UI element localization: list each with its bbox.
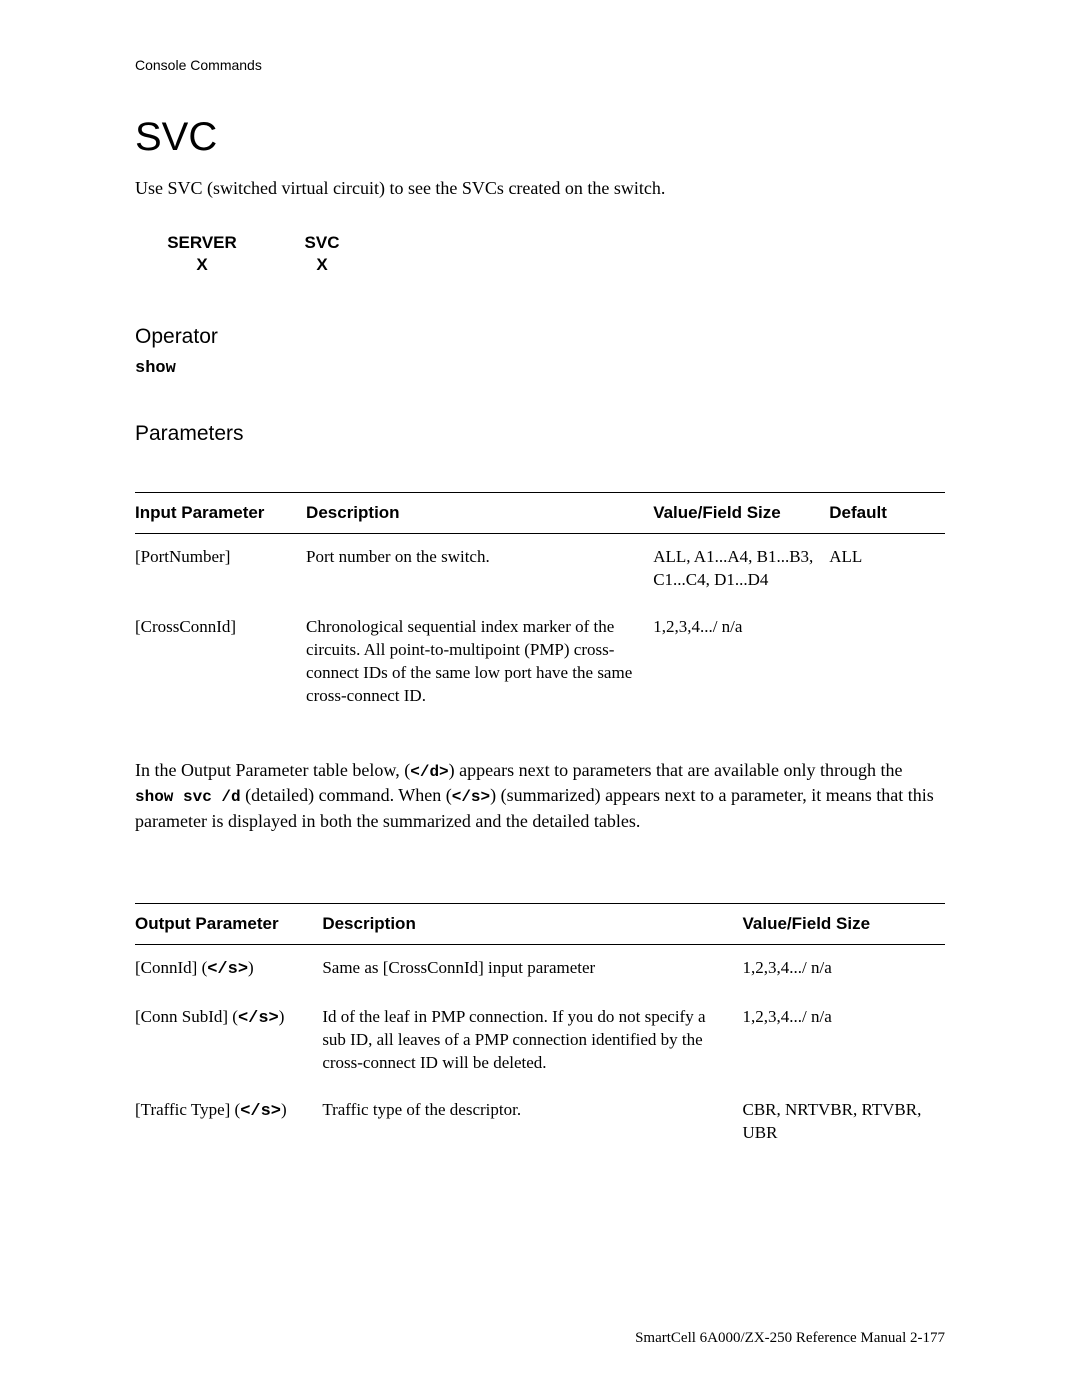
cell-value: 1,2,3,4.../ n/a — [743, 945, 946, 994]
matrix-value-svc: X — [267, 255, 377, 275]
running-header: Console Commands — [135, 57, 945, 73]
cell-value: 1,2,3,4.../ n/a — [653, 604, 829, 720]
operator-heading: Operator — [135, 325, 945, 349]
col-value-field-size: Value/Field Size — [743, 904, 946, 945]
cell-param: [ConnId] (</s>) — [135, 945, 322, 994]
output-parameter-table: Output Parameter Description Value/Field… — [135, 903, 945, 1157]
cell-param: [PortNumber] — [135, 534, 306, 604]
col-value-field-size: Value/Field Size — [653, 493, 829, 534]
cell-value: ALL, A1...A4, B1...B3, C1...C4, D1...D4 — [653, 534, 829, 604]
table-header-row: Input Parameter Description Value/Field … — [135, 493, 945, 534]
col-default: Default — [829, 493, 945, 534]
table-row: [PortNumber] Port number on the switch. … — [135, 534, 945, 604]
support-matrix: SERVER SVC X X — [147, 233, 945, 275]
cmd-show-svc-d: show svc /d — [135, 788, 241, 806]
cell-param: [Conn SubId] (</s>) — [135, 994, 322, 1087]
col-description: Description — [306, 493, 653, 534]
col-output-parameter: Output Parameter — [135, 904, 322, 945]
col-input-parameter: Input Parameter — [135, 493, 306, 534]
cell-param: [Traffic Type] (</s>) — [135, 1087, 322, 1157]
cell-value: CBR, NRTVBR, RTVBR, UBR — [743, 1087, 946, 1157]
intro-text: Use SVC (switched virtual circuit) to se… — [135, 178, 945, 199]
cell-value: 1,2,3,4.../ n/a — [743, 994, 946, 1087]
cell-desc: Same as [CrossConnId] input parameter — [322, 945, 742, 994]
col-description: Description — [322, 904, 742, 945]
matrix-header-svc: SVC — [267, 233, 377, 253]
tag-s: </s> — [452, 788, 490, 806]
cell-desc: Traffic type of the descriptor. — [322, 1087, 742, 1157]
table-row: [Conn SubId] (</s>) Id of the leaf in PM… — [135, 994, 945, 1087]
operator-section: Operator show — [135, 325, 945, 378]
table-header-row: Output Parameter Description Value/Field… — [135, 904, 945, 945]
table-row: [Traffic Type] (</s>) Traffic type of th… — [135, 1087, 945, 1157]
matrix-header-server: SERVER — [147, 233, 257, 253]
page-title: SVC — [135, 115, 945, 160]
cell-desc: Port number on the switch. — [306, 534, 653, 604]
table-row: [ConnId] (</s>) Same as [CrossConnId] in… — [135, 945, 945, 994]
input-parameter-table: Input Parameter Description Value/Field … — [135, 492, 945, 720]
cell-desc: Id of the leaf in PMP connection. If you… — [322, 994, 742, 1087]
page: Console Commands SVC Use SVC (switched v… — [0, 0, 1080, 1397]
table-row: [CrossConnId] Chronological sequential i… — [135, 604, 945, 720]
parameters-section: Parameters — [135, 422, 945, 446]
cell-desc: Chronological sequential index marker of… — [306, 604, 653, 720]
cell-param: [CrossConnId] — [135, 604, 306, 720]
page-footer: SmartCell 6A000/ZX-250 Reference Manual … — [635, 1330, 945, 1347]
cell-default — [829, 604, 945, 720]
cell-default: ALL — [829, 534, 945, 604]
tag-d: </d> — [410, 763, 448, 781]
explain-paragraph: In the Output Parameter table below, (</… — [135, 758, 945, 833]
operator-command: show — [135, 359, 945, 378]
parameters-heading: Parameters — [135, 422, 945, 446]
matrix-value-server: X — [147, 255, 257, 275]
